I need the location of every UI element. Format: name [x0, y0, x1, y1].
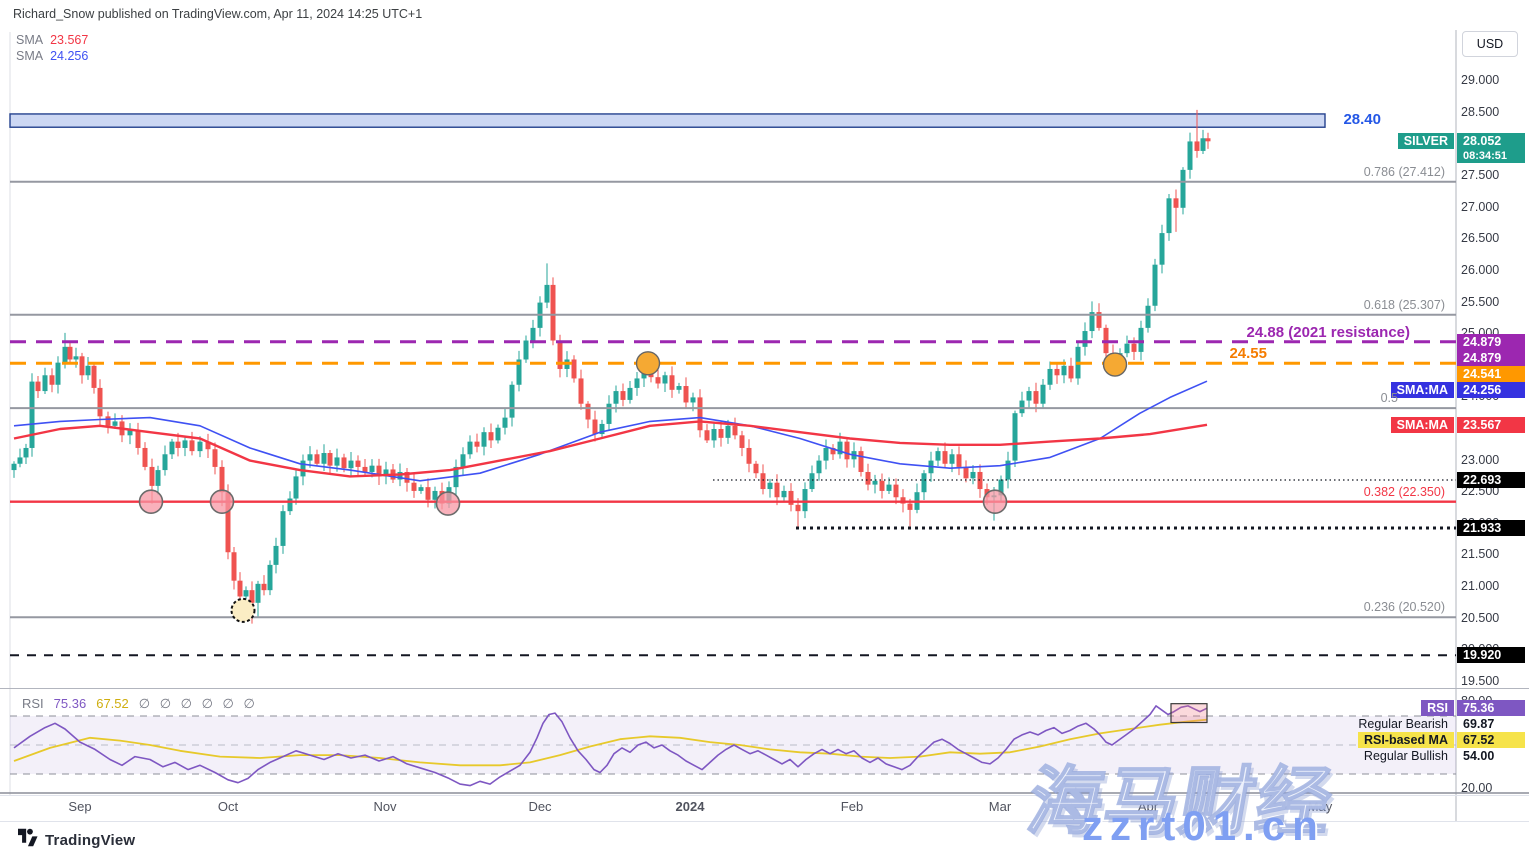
price-axis-tick: 29.000: [1461, 73, 1500, 87]
time-axis-label-feb: Feb: [840, 799, 864, 814]
time-axis-label-2024: 2024: [675, 799, 705, 814]
price-axis-tick: 26.000: [1461, 263, 1500, 277]
axis-badge-pivot-22693: 22.693: [1457, 472, 1525, 488]
tradingview-footer[interactable]: TradingView: [18, 828, 135, 852]
price-axis-tick: 19.500: [1461, 674, 1500, 688]
price-axis-tick: 28.500: [1461, 105, 1500, 119]
sma-legend-row: SMA 23.567: [16, 33, 89, 47]
price-axis-tick: 27.500: [1461, 168, 1500, 182]
sma-fast-line: [13, 420, 1208, 478]
time-axis-label-dec: Dec: [528, 799, 552, 814]
marker-circle-pink: [435, 491, 461, 516]
time-axis-label-mar: Mar: [988, 799, 1012, 814]
axis-badge-silver-price: 28.052 08:34:51: [1457, 133, 1525, 163]
price-axis-tick: 20.500: [1461, 611, 1500, 625]
axis-badge-sma-red: 23.567: [1457, 417, 1525, 433]
time-axis-label-nov: Nov: [373, 799, 397, 814]
rsi-ma-line: [13, 718, 1208, 767]
marker-circle-pink: [209, 489, 235, 514]
marker-circle-orange: [1102, 352, 1128, 377]
axis-badge-purple-2: 24.879: [1457, 350, 1525, 366]
level-label-fib-786: 0.786 (27.412): [1363, 165, 1445, 179]
candlestick-series: [11, 109, 1211, 624]
axis-badge-label-rsi-based-ma: RSI-based MA: [1357, 732, 1454, 748]
axis-badge-rsi-value: 75.36: [1457, 700, 1525, 716]
axis-badge-label-rsi-value: RSI: [1421, 700, 1454, 716]
sma-legend-row: SMA 24.256: [16, 49, 89, 63]
axis-badge-regular-bullish: 54.00: [1463, 749, 1495, 763]
axis-badge-label-regular-bullish: Regular Bullish: [1363, 749, 1448, 763]
rsi-legend: RSI 75.36 67.52 ∅ ∅ ∅ ∅ ∅ ∅: [22, 696, 258, 711]
time-axis-label-oct: Oct: [217, 799, 239, 814]
level-label-fib-50: 0.5: [1380, 391, 1398, 405]
sma-legend: SMA 23.567 SMA 24.256: [16, 32, 88, 64]
publish-byline: Richard_Snow published on TradingView.co…: [13, 7, 423, 21]
resistance-zone: [9, 113, 1326, 128]
price-axis-tick: 27.000: [1461, 200, 1500, 214]
axis-badge-label-sma-blue: SMA:MA: [1390, 382, 1454, 398]
price-axis-tick: 21.500: [1461, 547, 1500, 561]
marker-circle-cream: [230, 597, 256, 623]
axis-badge-label-regular-bearish: Regular Bearish: [1358, 717, 1448, 731]
axis-badge-regular-bearish: 69.87: [1463, 717, 1495, 731]
currency-button[interactable]: USD: [1462, 31, 1518, 57]
level-label-level-2455: 24.55: [1229, 345, 1267, 362]
time-axis-label-apr: Apr: [1137, 799, 1159, 814]
time-axis-label-may: May: [1307, 799, 1333, 814]
level-label-resistance-zone: 28.40: [1343, 111, 1381, 128]
rsi-line: [13, 705, 1208, 787]
level-label-res-2021: 24.88 (2021 resistance): [1246, 324, 1410, 341]
marker-circle-orange: [635, 351, 661, 376]
level-label-fib-236: 0.236 (20.520): [1363, 600, 1445, 614]
axis-badge-purple-1: 24.879: [1457, 334, 1525, 350]
axis-badge-sma-blue: 24.256: [1457, 382, 1525, 398]
axis-badge-pivot-21933: 21.933: [1457, 520, 1525, 536]
tradingview-wordmark: TradingView: [45, 831, 136, 849]
price-axis-tick: 25.500: [1461, 295, 1500, 309]
price-axis-tick: 21.000: [1461, 579, 1500, 593]
sma-slow-line: [13, 380, 1208, 482]
axis-badge-orange-level: 24.541: [1457, 366, 1525, 382]
level-label-fib-618: 0.618 (25.307): [1363, 298, 1445, 312]
axis-badge-pivot-19920: 19.920: [1457, 647, 1525, 663]
price-axis-tick: 23.000: [1461, 453, 1500, 467]
tradingview-logo-icon: [18, 828, 39, 852]
axis-badge-rsi-based-ma: 67.52: [1457, 732, 1525, 748]
level-label-fib-382: 0.382 (22.350): [1363, 485, 1445, 499]
axis-badge-label-sma-red: SMA:MA: [1390, 417, 1454, 433]
marker-circle-pink: [138, 489, 164, 514]
rsi-axis-tick: 20.00: [1461, 781, 1493, 795]
marker-circle-pink: [982, 489, 1008, 514]
price-axis-tick: 26.500: [1461, 231, 1500, 245]
rsi-highlight-box: [1170, 703, 1208, 724]
time-axis-label-sep: Sep: [68, 799, 92, 814]
axis-badge-label-silver-price: SILVER: [1397, 133, 1454, 149]
